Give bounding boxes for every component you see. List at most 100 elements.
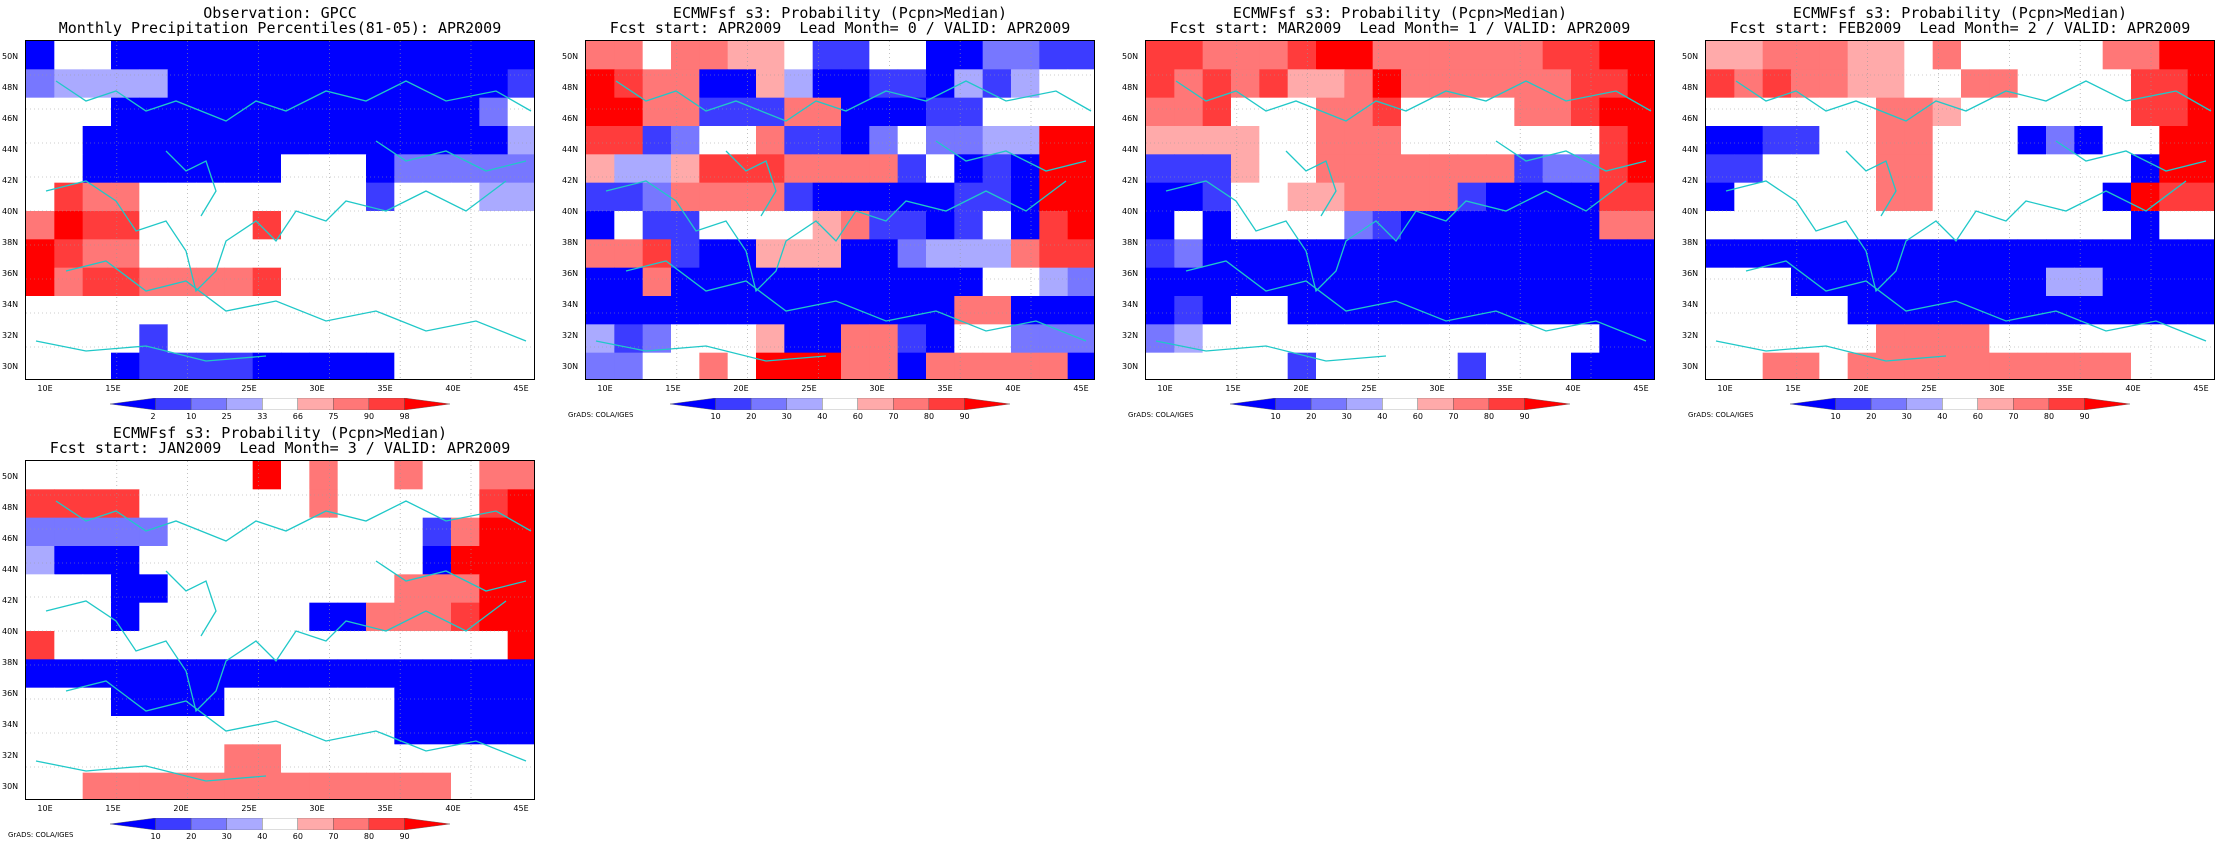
colorbar-label: 80 (1483, 412, 1495, 421)
grid-cell (1457, 239, 1487, 269)
grid-cell (2102, 267, 2132, 297)
grid-cell (1819, 154, 1849, 184)
grid-cell (82, 546, 112, 575)
grid-cell (2131, 69, 2160, 99)
grid-cell (366, 744, 395, 774)
grid-cell (366, 687, 395, 717)
grid-cell (309, 97, 339, 127)
grid-cell (1847, 296, 1877, 325)
panel-subtitle: Fcst start: APR2009 Lead Month= 0 / VALI… (609, 19, 1071, 37)
grid-cell (1542, 97, 1572, 127)
grid-cell (507, 716, 534, 745)
x-tick-label: 20E (173, 384, 189, 393)
grid-cell (394, 489, 424, 519)
grid-cell (281, 631, 310, 660)
grid-cell (586, 154, 615, 184)
grid-cell (422, 211, 452, 240)
grid-cell (281, 154, 310, 184)
grid-cell (1146, 69, 1175, 99)
grid-cell (1762, 352, 1792, 379)
grid-cell (1231, 154, 1260, 184)
grid-cell (366, 267, 395, 297)
grid-cell (1011, 296, 1040, 325)
x-tick-label: 10E (1717, 384, 1733, 393)
grid-cell (281, 461, 310, 490)
grid-cell (1627, 41, 1654, 70)
grid-cell (507, 154, 534, 184)
grid-cell (841, 69, 870, 99)
panel-title: ECMWFsf s3: Probability (Pcpn>Median) (1232, 4, 1568, 22)
grid-cell (366, 352, 395, 379)
grid-cell (281, 489, 310, 519)
grid-cell (727, 126, 757, 155)
grid-cell (1599, 296, 1629, 325)
grid-cell (507, 69, 534, 99)
grid-cell (1514, 69, 1544, 99)
grid-cell (1932, 296, 1962, 325)
grid-cell (841, 324, 870, 354)
grid-cell (82, 772, 112, 799)
grid-cell (167, 602, 197, 632)
grid-cell (224, 602, 254, 632)
grid-cell (1514, 352, 1544, 379)
y-tick-label: 42N (562, 176, 579, 185)
y-tick-label: 44N (562, 145, 579, 154)
map-grid (1146, 41, 1654, 379)
grid-cell (337, 352, 367, 379)
y-tick-label: 40N (2, 207, 19, 216)
grid-cell (1791, 267, 1820, 297)
colorbar-label: 70 (1448, 412, 1459, 421)
y-tick-label: 36N (1682, 269, 1699, 278)
grid-cell (2017, 352, 2047, 379)
grid-cell (82, 97, 112, 127)
grid-cell (252, 69, 282, 99)
grid-cell (1762, 126, 1792, 155)
colorbar-segment (226, 398, 263, 410)
y-tick-label: 50N (2, 52, 19, 61)
grid-cell (111, 126, 140, 155)
grid-cell (812, 239, 842, 269)
coastline (1165, 180, 1627, 293)
y-tick-label: 38N (562, 238, 579, 247)
coastline (375, 140, 527, 172)
grid-cell (1627, 97, 1654, 127)
grid-cell (1259, 97, 1289, 127)
colorbar-label: 20 (1306, 412, 1317, 421)
grid-cell (671, 296, 700, 325)
grid-cell (281, 517, 310, 547)
grid-cell (869, 182, 899, 212)
grid-cell (224, 182, 254, 212)
grid-cell (252, 41, 282, 70)
panel-title: ECMWFsf s3: Probability (Pcpn>Median) (672, 4, 1008, 22)
grid-cell (1542, 69, 1572, 99)
grid-cell (224, 267, 254, 297)
grid-cell (1876, 211, 1905, 240)
grid-cell (642, 154, 672, 184)
grid-cell (224, 772, 254, 799)
grid-cell (1259, 41, 1289, 70)
grid-cell (479, 659, 509, 689)
grid-cell (1067, 267, 1094, 297)
grid-cell (1904, 324, 1934, 354)
grid-cell (451, 546, 480, 575)
grid-cell (1067, 41, 1094, 70)
x-tick-label: 20E (173, 804, 189, 813)
grid-cell (2159, 211, 2189, 240)
grid-cell (281, 602, 310, 632)
grid-cell (479, 517, 509, 547)
grid-cell (252, 267, 282, 297)
colorbar-segment (893, 398, 930, 410)
colorbar-segment (1906, 398, 1943, 410)
x-tick-label: 30E (309, 384, 325, 393)
grid-cell (1146, 126, 1175, 155)
grid-cell (366, 659, 395, 689)
grid-cell (1344, 352, 1374, 379)
grid-cell (727, 182, 757, 212)
grid-cell (699, 69, 729, 99)
grid-cell (1819, 267, 1849, 297)
colorbar-segment (110, 398, 156, 410)
x-tick-label: 10E (37, 384, 53, 393)
grid-cell (252, 489, 282, 519)
grid-cell (26, 126, 55, 155)
colorbar-label: 30 (781, 412, 792, 421)
